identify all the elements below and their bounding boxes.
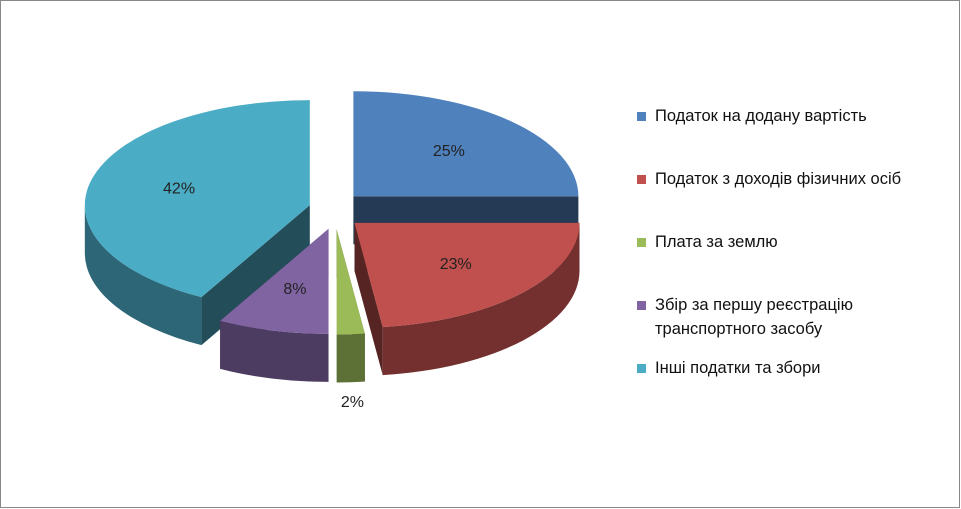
legend-label: Податок на додану вартість	[655, 107, 867, 125]
legend-item: Інші податки та збори	[637, 356, 947, 419]
data-label: 2%	[341, 394, 364, 411]
slice-wall	[84, 205, 202, 346]
slice-wall	[220, 320, 329, 382]
pie-slice	[354, 222, 580, 376]
slice-side	[354, 222, 383, 376]
slice-top	[220, 228, 329, 334]
data-label: 42%	[163, 181, 195, 198]
legend-label: Плата за землю	[655, 233, 778, 251]
pie-slice	[84, 100, 310, 346]
legend-label: Збір за першу реєстрацію транспортного з…	[655, 296, 853, 338]
slice-top	[354, 222, 580, 328]
legend-swatch	[637, 238, 646, 247]
slice-top	[336, 229, 365, 335]
legend-label: Інші податки та збори	[655, 359, 821, 377]
legend-swatch	[637, 112, 646, 121]
pie-slice	[353, 91, 579, 245]
legend-item: Податок з доходів фізичних осіб	[637, 167, 947, 230]
legend-item: Збір за першу реєстрацію транспортного з…	[637, 293, 947, 356]
legend-label: Податок з доходів фізичних осіб	[655, 170, 902, 188]
legend: Податок на додану вартість Податок з дохо…	[637, 104, 947, 419]
slice-side	[201, 205, 310, 346]
data-label: 25%	[433, 143, 465, 160]
slice-top	[84, 100, 310, 298]
slice-top	[353, 91, 579, 197]
slice-wall	[382, 222, 580, 376]
legend-item: Плата за землю	[637, 230, 947, 293]
legend-item: Податок на додану вартість	[637, 104, 947, 167]
data-label: 8%	[283, 281, 306, 298]
legend-swatch	[637, 364, 646, 373]
slice-wall	[336, 333, 365, 383]
pie-slice	[220, 228, 329, 382]
legend-swatch	[637, 175, 646, 184]
pie-slice	[336, 229, 365, 383]
data-label: 23%	[440, 256, 472, 273]
legend-swatch	[637, 301, 646, 310]
